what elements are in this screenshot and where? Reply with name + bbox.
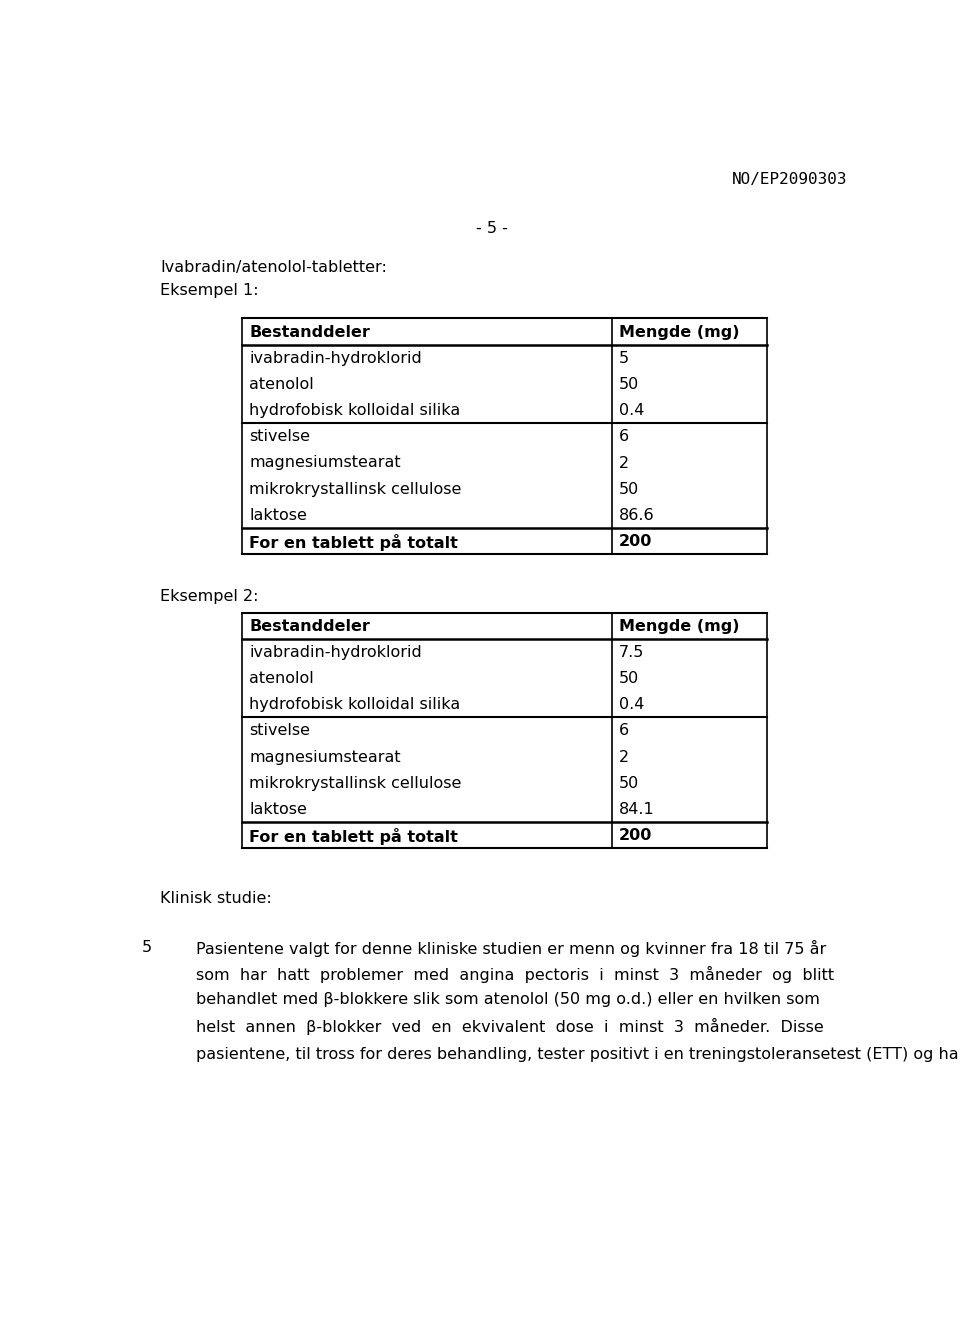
Text: mikrokrystallinsk cellulose: mikrokrystallinsk cellulose: [250, 776, 462, 791]
Text: magnesiumstearat: magnesiumstearat: [250, 455, 401, 471]
Text: 86.6: 86.6: [619, 508, 655, 522]
Text: magnesiumstearat: magnesiumstearat: [250, 749, 401, 765]
Text: 200: 200: [619, 534, 653, 549]
Text: - 5 -: - 5 -: [476, 222, 508, 236]
Text: Mengde (mg): Mengde (mg): [619, 324, 739, 339]
Text: 0.4: 0.4: [619, 698, 644, 712]
Text: 2: 2: [619, 455, 629, 471]
Text: atenolol: atenolol: [250, 671, 314, 686]
Text: Eksempel 1:: Eksempel 1:: [160, 284, 259, 298]
Text: pasientene, til tross for deres behandling, tester positivt i en treningstoleran: pasientene, til tross for deres behandli…: [196, 1045, 960, 1062]
Text: For en tablett på totalt: For en tablett på totalt: [250, 828, 458, 845]
Text: hydrofobisk kolloidal silika: hydrofobisk kolloidal silika: [250, 698, 461, 712]
Text: Bestanddeler: Bestanddeler: [250, 619, 371, 633]
Text: 50: 50: [619, 776, 639, 791]
Text: For en tablett på totalt: For en tablett på totalt: [250, 534, 458, 551]
Text: helst  annen  β-blokker  ved  en  ekvivalent  dose  i  minst  3  måneder.  Disse: helst annen β-blokker ved en ekvivalent …: [196, 1018, 824, 1035]
Text: 0.4: 0.4: [619, 404, 644, 418]
Text: 50: 50: [619, 671, 639, 686]
Text: atenolol: atenolol: [250, 377, 314, 392]
Text: 5: 5: [619, 351, 629, 365]
Text: 7.5: 7.5: [619, 645, 644, 660]
Text: 50: 50: [619, 481, 639, 497]
Text: behandlet med β-blokkere slik som atenolol (50 mg o.d.) eller en hvilken som: behandlet med β-blokkere slik som atenol…: [196, 992, 820, 1008]
Text: mikrokrystallinsk cellulose: mikrokrystallinsk cellulose: [250, 481, 462, 497]
Text: 5: 5: [142, 940, 152, 955]
Text: Eksempel 2:: Eksempel 2:: [160, 590, 259, 604]
Text: som  har  hatt  problemer  med  angina  pectoris  i  minst  3  måneder  og  blit: som har hatt problemer med angina pector…: [196, 966, 834, 983]
Text: 2: 2: [619, 749, 629, 765]
Text: Mengde (mg): Mengde (mg): [619, 619, 739, 633]
Text: hydrofobisk kolloidal silika: hydrofobisk kolloidal silika: [250, 404, 461, 418]
Text: 84.1: 84.1: [619, 802, 655, 816]
Text: laktose: laktose: [250, 508, 307, 522]
Text: ivabradin-hydroklorid: ivabradin-hydroklorid: [250, 351, 422, 365]
Text: stivelse: stivelse: [250, 429, 310, 445]
Text: Bestanddeler: Bestanddeler: [250, 324, 371, 339]
Text: Klinisk studie:: Klinisk studie:: [160, 890, 272, 906]
Text: 6: 6: [619, 429, 629, 445]
Text: 200: 200: [619, 828, 653, 843]
Text: NO/EP2090303: NO/EP2090303: [732, 173, 847, 187]
Text: stivelse: stivelse: [250, 723, 310, 739]
Text: laktose: laktose: [250, 802, 307, 816]
Text: 50: 50: [619, 377, 639, 392]
Text: Ivabradin/atenolol-tabletter:: Ivabradin/atenolol-tabletter:: [160, 260, 387, 274]
Text: 6: 6: [619, 723, 629, 739]
Text: ivabradin-hydroklorid: ivabradin-hydroklorid: [250, 645, 422, 660]
Text: Pasientene valgt for denne kliniske studien er menn og kvinner fra 18 til 75 år: Pasientene valgt for denne kliniske stud…: [196, 940, 827, 956]
